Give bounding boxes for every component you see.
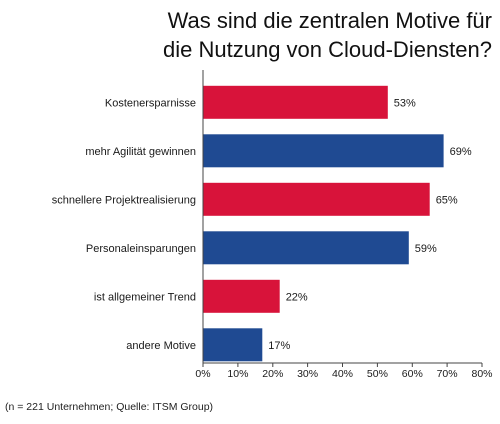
chart-title-line-1: Was sind die zentralen Motive für: [167, 8, 492, 33]
chart-footnote: (n = 221 Unternehmen; Quelle: ITSM Group…: [5, 401, 214, 413]
chart-title-line-2: die Nutzung von Cloud-Diensten?: [163, 37, 492, 62]
bar: [203, 328, 263, 362]
bar: [203, 231, 409, 265]
bar: [203, 182, 430, 216]
value-label: 53%: [394, 97, 416, 109]
x-tick-label: 80%: [471, 368, 492, 380]
x-tick-label: 40%: [332, 368, 353, 380]
x-tick-label: 50%: [367, 368, 388, 380]
bar: [203, 134, 444, 168]
category-label: Personaleinsparungen: [86, 243, 196, 255]
x-tick-label: 70%: [437, 368, 458, 380]
x-tick-label: 0%: [195, 368, 210, 380]
x-tick-label: 10%: [227, 368, 248, 380]
bar: [203, 85, 388, 119]
value-label: 22%: [286, 291, 308, 303]
x-tick-label: 20%: [262, 368, 283, 380]
category-label: andere Motive: [126, 340, 196, 352]
value-label: 69%: [450, 146, 472, 158]
bar: [203, 279, 280, 313]
value-label: 65%: [436, 194, 458, 206]
x-tick-label: 30%: [297, 368, 318, 380]
x-tick-label: 60%: [402, 368, 423, 380]
category-label: Kostenersparnisse: [105, 97, 196, 109]
category-label: schnellere Projektrealisierung: [52, 194, 196, 206]
category-label: ist allgemeiner Trend: [94, 291, 196, 303]
chart-title: Was sind die zentralen Motive für die Nu…: [60, 6, 492, 64]
value-label: 17%: [268, 340, 290, 352]
category-label: mehr Agilität gewinnen: [85, 146, 196, 158]
value-label: 59%: [415, 243, 437, 255]
